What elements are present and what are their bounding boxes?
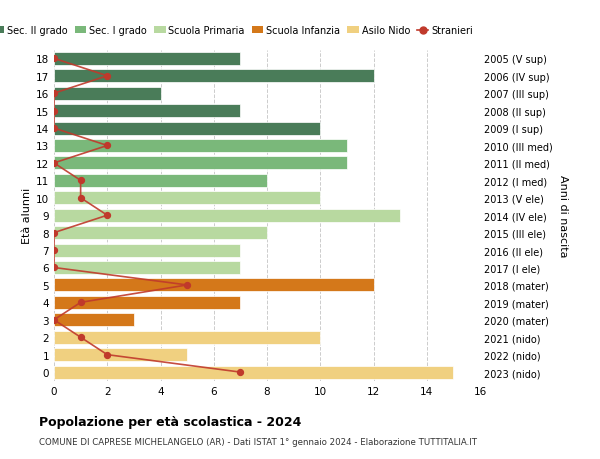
- Point: [236, 369, 245, 376]
- Bar: [54, 105, 241, 118]
- Text: COMUNE DI CAPRESE MICHELANGELO (AR) - Dati ISTAT 1° gennaio 2024 - Elaborazione : COMUNE DI CAPRESE MICHELANGELO (AR) - Da…: [39, 437, 477, 446]
- Y-axis label: Età alunni: Età alunni: [22, 188, 32, 244]
- Bar: [54, 88, 161, 101]
- Y-axis label: Anni di nascita: Anni di nascita: [559, 174, 568, 257]
- Point: [182, 282, 192, 289]
- Bar: [54, 366, 454, 379]
- Point: [76, 195, 85, 202]
- Point: [49, 108, 59, 115]
- Bar: [54, 313, 134, 327]
- Point: [49, 90, 59, 98]
- Bar: [54, 279, 373, 292]
- Bar: [54, 53, 241, 66]
- Bar: [54, 174, 267, 187]
- Point: [76, 177, 85, 185]
- Legend: Sec. II grado, Sec. I grado, Scuola Primaria, Scuola Infanzia, Asilo Nido, Stran: Sec. II grado, Sec. I grado, Scuola Prim…: [0, 22, 477, 40]
- Point: [49, 230, 59, 237]
- Bar: [54, 192, 320, 205]
- Point: [103, 73, 112, 80]
- Bar: [54, 157, 347, 170]
- Point: [103, 351, 112, 358]
- Point: [49, 125, 59, 133]
- Bar: [54, 122, 320, 135]
- Bar: [54, 70, 373, 83]
- Point: [76, 334, 85, 341]
- Point: [49, 160, 59, 167]
- Point: [103, 212, 112, 219]
- Point: [49, 264, 59, 272]
- Point: [49, 247, 59, 254]
- Bar: [54, 348, 187, 361]
- Point: [49, 316, 59, 324]
- Point: [49, 56, 59, 63]
- Bar: [54, 227, 267, 240]
- Bar: [54, 331, 320, 344]
- Text: Popolazione per età scolastica - 2024: Popolazione per età scolastica - 2024: [39, 415, 301, 428]
- Bar: [54, 296, 241, 309]
- Bar: [54, 261, 241, 274]
- Bar: [54, 244, 241, 257]
- Point: [76, 299, 85, 306]
- Bar: [54, 209, 400, 222]
- Bar: [54, 140, 347, 153]
- Point: [103, 142, 112, 150]
